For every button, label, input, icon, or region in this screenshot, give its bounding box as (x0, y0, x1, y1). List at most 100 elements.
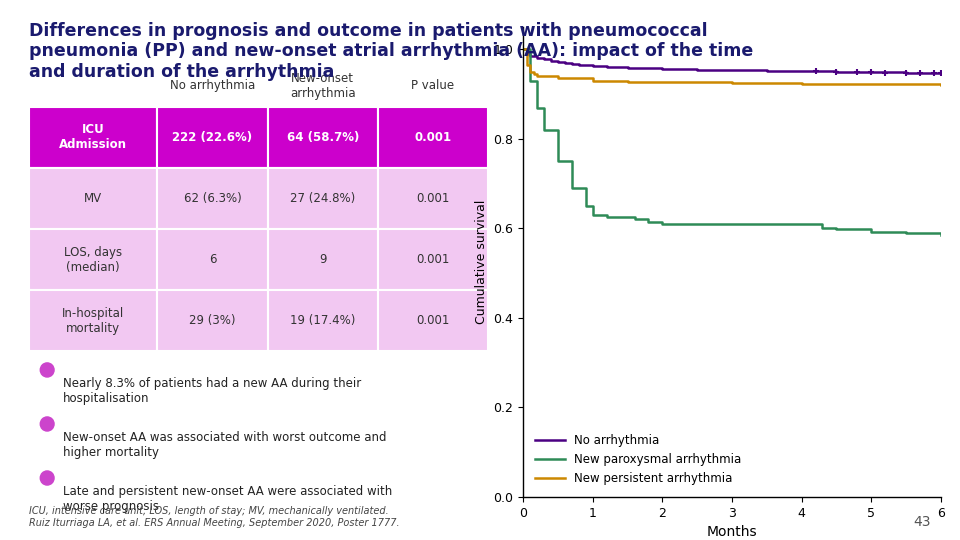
No arrhythmia (573, 62, 585, 68)
No arrhythmia (588, 63, 599, 69)
Text: 0.001: 0.001 (415, 131, 451, 144)
No arrhythmia (622, 65, 634, 71)
New paroxysmal arrhythmia (524, 77, 536, 84)
Bar (157, 229, 268, 290)
New paroxysmal arrhythmia (657, 221, 668, 227)
New persistent arrhythmia (588, 77, 599, 84)
Y-axis label: Cumulative survival: Cumulative survival (475, 200, 488, 324)
Bar (378, 168, 488, 229)
Text: 6: 6 (208, 253, 216, 266)
New paroxysmal arrhythmia (566, 185, 578, 191)
New persistent arrhythmia (796, 80, 807, 87)
No arrhythmia (517, 46, 529, 52)
Text: P value: P value (412, 79, 455, 92)
New persistent arrhythmia (866, 81, 877, 87)
New persistent arrhythmia (552, 75, 564, 82)
New paroxysmal arrhythmia (601, 214, 612, 220)
Text: Differences in prognosis and outcome in patients with pneumococcal
pneumonia (PP: Differences in prognosis and outcome in … (29, 22, 753, 81)
New paroxysmal arrhythmia (532, 104, 543, 111)
Text: 0.001: 0.001 (417, 253, 449, 266)
New persistent arrhythmia (524, 69, 536, 75)
No arrhythmia (566, 60, 578, 67)
New paroxysmal arrhythmia (615, 214, 627, 220)
No arrhythmia (560, 59, 571, 66)
New paroxysmal arrhythmia (830, 226, 842, 233)
Circle shape (40, 471, 54, 485)
Text: 43: 43 (914, 515, 931, 529)
Text: 27 (24.8%): 27 (24.8%) (290, 192, 355, 205)
Line: No arrhythmia: No arrhythmia (523, 49, 941, 73)
New paroxysmal arrhythmia (900, 230, 912, 236)
No arrhythmia (935, 70, 947, 76)
New persistent arrhythmia (521, 62, 533, 68)
New persistent arrhythmia (657, 78, 668, 85)
Bar (268, 168, 378, 229)
Bar (378, 290, 488, 351)
No arrhythmia (866, 69, 877, 76)
No arrhythmia (761, 68, 773, 74)
Circle shape (40, 417, 54, 431)
No arrhythmia (545, 57, 557, 64)
Text: 64 (58.7%): 64 (58.7%) (287, 131, 359, 144)
Bar (268, 229, 378, 290)
No arrhythmia (727, 67, 738, 73)
Text: ICU
Admission: ICU Admission (60, 124, 127, 151)
Text: Nearly 8.3% of patients had a new AA during their
hospitalisation: Nearly 8.3% of patients had a new AA dur… (63, 377, 362, 405)
No arrhythmia (900, 70, 912, 76)
New persistent arrhythmia (517, 46, 529, 52)
No arrhythmia (796, 68, 807, 75)
Text: ICU, intensive care unit; LOS, length of stay; MV, mechanically ventilated.
Ruiz: ICU, intensive care unit; LOS, length of… (29, 506, 399, 528)
New paroxysmal arrhythmia (671, 221, 683, 227)
Text: 0.001: 0.001 (417, 314, 449, 327)
No arrhythmia (601, 64, 612, 71)
New paroxysmal arrhythmia (629, 216, 640, 222)
Legend: No arrhythmia, New paroxysmal arrhythmia, New persistent arrhythmia: No arrhythmia, New paroxysmal arrhythmia… (529, 428, 747, 491)
Bar (29, 107, 157, 168)
New paroxysmal arrhythmia (580, 202, 591, 209)
New persistent arrhythmia (935, 82, 947, 89)
New paroxysmal arrhythmia (727, 221, 738, 227)
Bar (157, 290, 268, 351)
Text: In-hospital
mortality: In-hospital mortality (62, 307, 124, 335)
No arrhythmia (830, 69, 842, 75)
No arrhythmia (524, 53, 536, 59)
No arrhythmia (521, 51, 533, 57)
New paroxysmal arrhythmia (588, 212, 599, 218)
Bar (268, 290, 378, 351)
Bar (29, 290, 157, 351)
Bar (157, 168, 268, 229)
Text: 62 (6.3%): 62 (6.3%) (183, 192, 241, 205)
Text: 0.001: 0.001 (417, 192, 449, 205)
Text: 222 (22.6%): 222 (22.6%) (173, 131, 252, 144)
New paroxysmal arrhythmia (594, 212, 606, 218)
No arrhythmia (552, 59, 564, 65)
Text: New-onset
arrhythmia: New-onset arrhythmia (290, 72, 355, 100)
New persistent arrhythmia (528, 71, 540, 77)
Bar (378, 229, 488, 290)
New paroxysmal arrhythmia (817, 225, 828, 232)
No arrhythmia (539, 56, 550, 63)
No arrhythmia (532, 55, 543, 61)
New persistent arrhythmia (727, 80, 738, 86)
New persistent arrhythmia (532, 73, 543, 79)
New persistent arrhythmia (622, 78, 634, 85)
Line: New paroxysmal arrhythmia: New paroxysmal arrhythmia (523, 49, 941, 235)
Text: New-onset AA was associated with worst outcome and
higher mortality: New-onset AA was associated with worst o… (63, 431, 387, 459)
No arrhythmia (691, 67, 703, 73)
Bar (378, 107, 488, 168)
Text: Late and persistent new-onset AA were associated with
worse prognosis: Late and persistent new-onset AA were as… (63, 485, 393, 513)
Text: No arrhythmia: No arrhythmia (170, 79, 255, 92)
Circle shape (40, 363, 54, 377)
Text: MV: MV (84, 192, 102, 205)
Bar (157, 107, 268, 168)
New paroxysmal arrhythmia (643, 218, 655, 225)
Text: 19 (17.4%): 19 (17.4%) (290, 314, 355, 327)
New paroxysmal arrhythmia (539, 127, 550, 133)
No arrhythmia (657, 66, 668, 72)
X-axis label: Months: Months (707, 525, 757, 539)
Text: LOS, days
(median): LOS, days (median) (64, 246, 122, 274)
New paroxysmal arrhythmia (552, 158, 564, 165)
New paroxysmal arrhythmia (691, 221, 703, 227)
Text: 9: 9 (319, 253, 326, 266)
Bar (29, 229, 157, 290)
